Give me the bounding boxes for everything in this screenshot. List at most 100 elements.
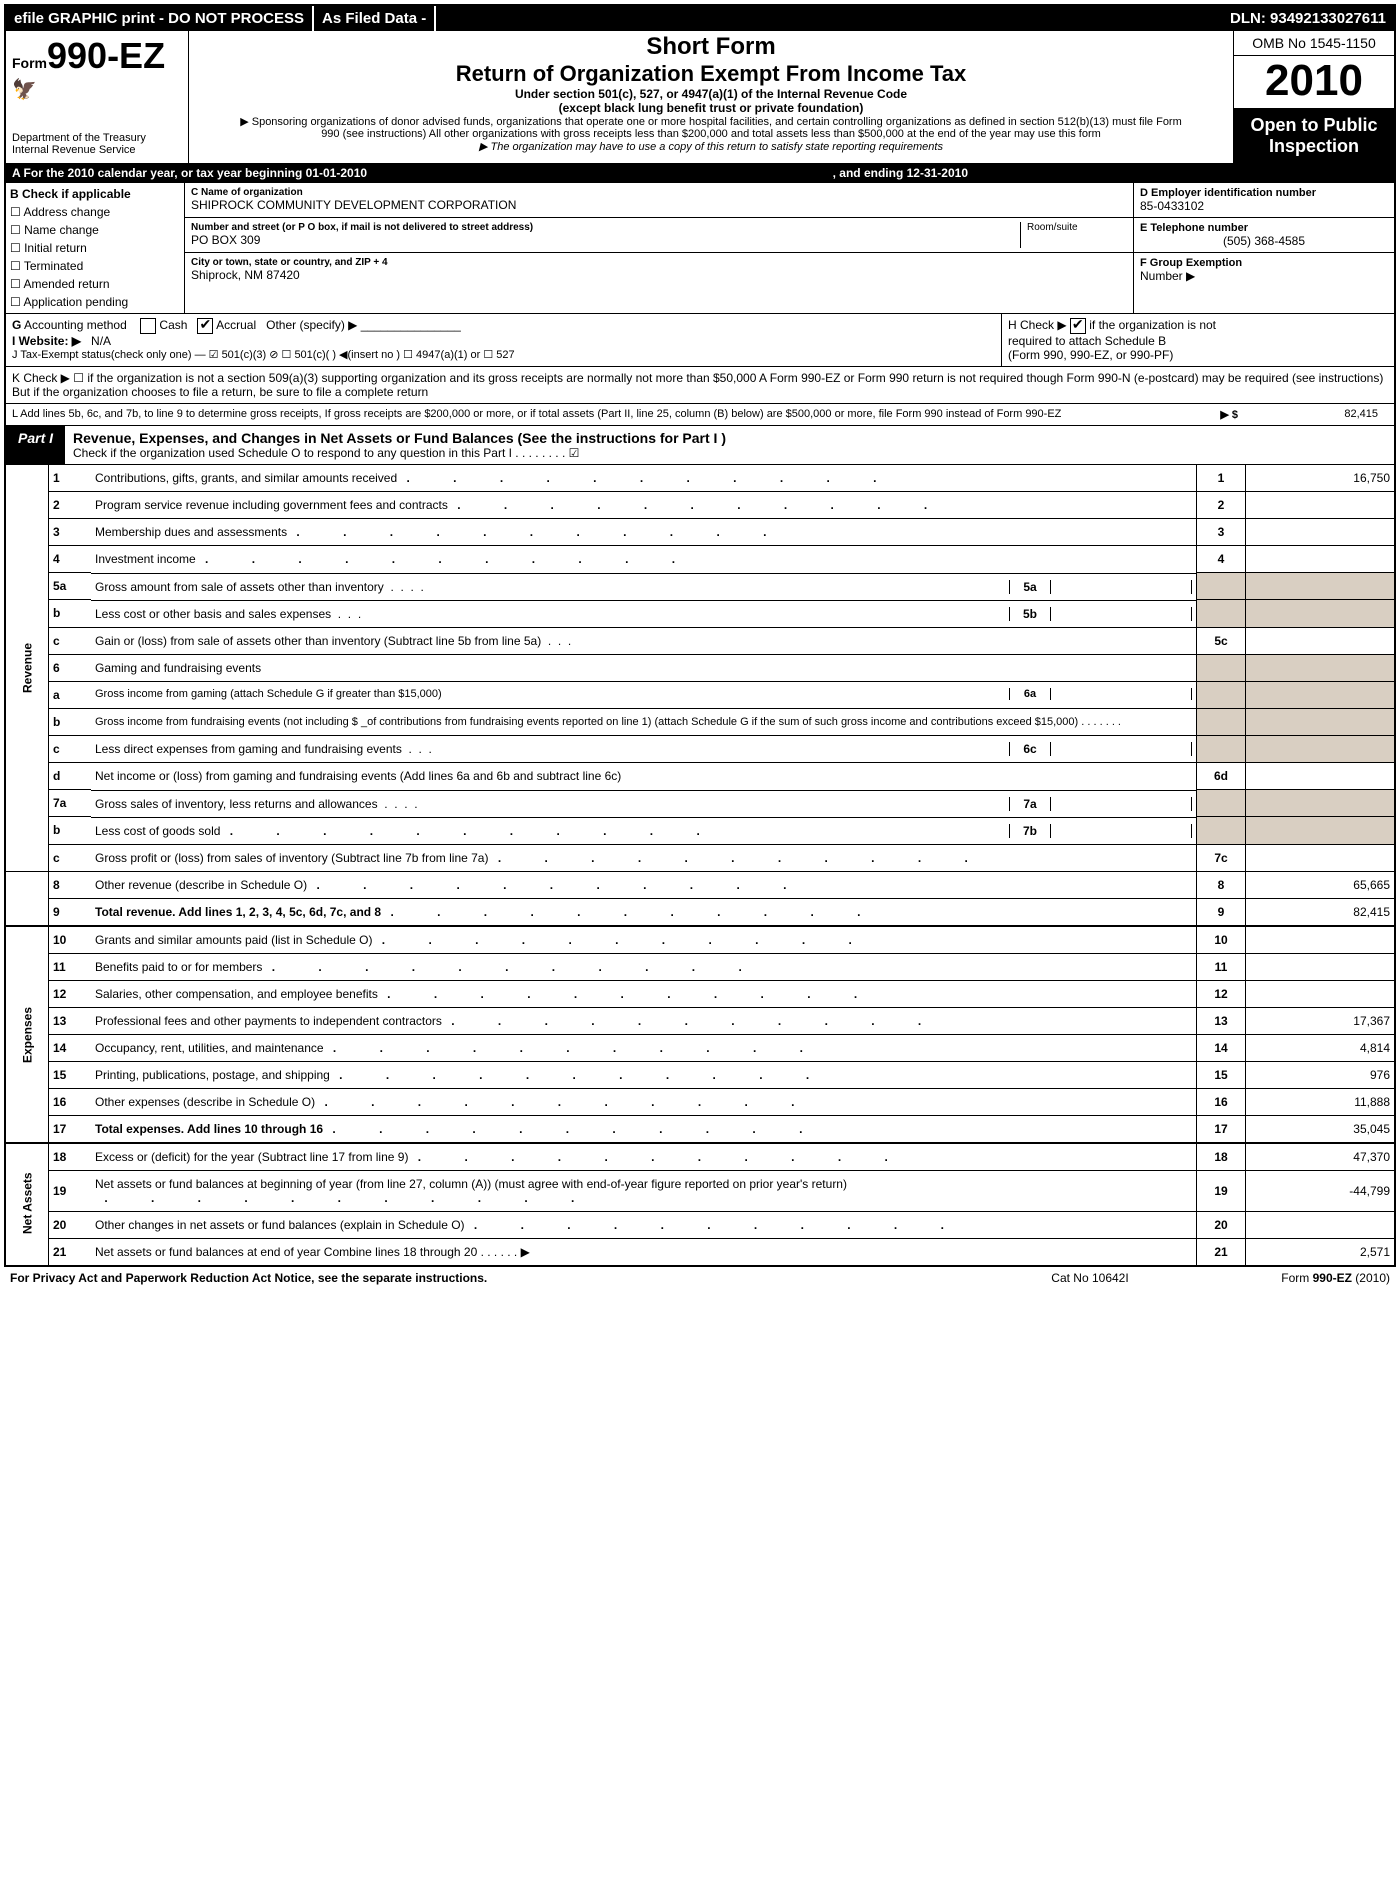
ck-accrual[interactable] — [197, 318, 213, 334]
l8-amt: 65,665 — [1246, 871, 1395, 898]
l6-shade2 — [1246, 654, 1395, 681]
l19-txt: Net assets or fund balances at beginning… — [91, 1170, 1197, 1211]
l4-txt: Investment income — [91, 546, 1197, 573]
l12-txt: Salaries, other compensation, and employ… — [91, 980, 1197, 1007]
l3-num: 3 — [1197, 519, 1246, 546]
row-l-text: L Add lines 5b, 6c, and 7b, to line 9 to… — [12, 408, 1178, 421]
l7a-no: 7a — [49, 790, 92, 817]
ck-terminated[interactable]: ☐ Terminated — [10, 257, 180, 275]
header: Form990-EZ 🦅 Department of the Treasury … — [6, 31, 1394, 164]
header-note-1: ▶ Sponsoring organizations of donor advi… — [197, 115, 1225, 140]
l9-no: 9 — [49, 898, 92, 926]
l15-no: 15 — [49, 1061, 92, 1088]
l10-no: 10 — [49, 926, 92, 954]
l1-txt: Contributions, gifts, grants, and simila… — [91, 465, 1197, 492]
addr-block: Number and street (or P O box, if mail i… — [185, 218, 1133, 253]
f-block: F Group Exemption Number ▶ — [1134, 253, 1394, 287]
part1-header: Part I Revenue, Expenses, and Changes in… — [6, 426, 1394, 465]
sched-o-line: Check if the organization used Schedule … — [73, 446, 1386, 460]
l6a-shade — [1197, 681, 1246, 708]
l14-num: 14 — [1197, 1034, 1246, 1061]
l6c-mamt — [1051, 742, 1192, 756]
l14-no: 14 — [49, 1034, 92, 1061]
tax-year: 2010 — [1234, 56, 1394, 109]
b-checkboxes: B Check if applicable ☐ Address change ☐… — [6, 183, 185, 313]
l6a-shade2 — [1246, 681, 1395, 708]
l3-amt — [1246, 519, 1395, 546]
title-short-form: Short Form — [197, 33, 1225, 61]
l6d-txt: Net income or (loss) from gaming and fun… — [91, 763, 1197, 790]
b-right: D Employer identification number 85-0433… — [1133, 183, 1394, 313]
l18-no: 18 — [49, 1143, 92, 1171]
side-revenue: Revenue — [6, 465, 49, 871]
h-text: if the organization is not — [1089, 318, 1216, 332]
l21-amt: 2,571 — [1246, 1238, 1395, 1265]
ck-app-pending[interactable]: ☐ Application pending — [10, 293, 180, 311]
c-name: SHIPROCK COMMUNITY DEVELOPMENT CORPORATI… — [191, 198, 1127, 212]
d-label: D Employer identification number — [1140, 187, 1388, 199]
h-label: H Check ▶ — [1008, 318, 1067, 332]
row-i: I Website: ▶ N/A — [12, 334, 995, 348]
topbar-left: efile GRAPHIC print - DO NOT PROCESS — [6, 6, 312, 31]
l7c-no: c — [49, 844, 92, 871]
l3-no: 3 — [49, 519, 92, 546]
revenue-table: Revenue 1 Contributions, gifts, grants, … — [6, 465, 1394, 1265]
city-label: City or town, state or country, and ZIP … — [191, 257, 1127, 268]
l14-txt: Occupancy, rent, utilities, and maintena… — [91, 1034, 1197, 1061]
f-label: F Group Exemption — [1140, 257, 1388, 269]
l18-num: 18 — [1197, 1143, 1246, 1171]
row-g-h: G Accounting method Cash Accrual Other (… — [6, 314, 1394, 367]
ck-address-change[interactable]: ☐ Address change — [10, 203, 180, 221]
l13-txt: Professional fees and other payments to … — [91, 1007, 1197, 1034]
l7a-mamt — [1051, 797, 1192, 811]
l8-no: 8 — [49, 871, 92, 898]
l2-no: 2 — [49, 492, 92, 519]
l7b-no: b — [49, 817, 92, 845]
open-line2: Inspection — [1238, 136, 1390, 157]
l10-amt — [1246, 926, 1395, 954]
header-right: OMB No 1545-1150 2010 Open to Public Ins… — [1233, 31, 1394, 163]
row-a-left: A For the 2010 calendar year, or tax yea… — [12, 166, 367, 180]
form-990ez: 990-EZ — [47, 35, 165, 76]
l5c-num: 5c — [1197, 627, 1246, 654]
l10-txt: Grants and similar amounts paid (list in… — [91, 926, 1197, 954]
l9-num: 9 — [1197, 898, 1246, 926]
l6a-txt: Gross income from gaming (attach Schedul… — [91, 681, 1196, 706]
l7b-txt: Less cost of goods sold 7b — [91, 817, 1196, 844]
topbar-mid: As Filed Data - — [312, 6, 436, 31]
l12-no: 12 — [49, 980, 92, 1007]
ck-amended[interactable]: ☐ Amended return — [10, 275, 180, 293]
d-val: 85-0433102 — [1140, 199, 1388, 213]
ck-name-change[interactable]: ☐ Name change — [10, 221, 180, 239]
l15-amt: 976 — [1246, 1061, 1395, 1088]
l20-txt: Other changes in net assets or fund bala… — [91, 1211, 1197, 1238]
l6b-shade2 — [1246, 708, 1395, 735]
omb-number: OMB No 1545-1150 — [1234, 31, 1394, 56]
l7c-amt — [1246, 844, 1395, 871]
h-block: H Check ▶ if the organization is not req… — [1002, 314, 1394, 366]
l7a-shade2 — [1246, 790, 1395, 817]
l16-num: 16 — [1197, 1088, 1246, 1115]
l19-amt: -44,799 — [1246, 1170, 1395, 1211]
l4-amt — [1246, 546, 1395, 573]
l7b-shade2 — [1246, 817, 1395, 845]
d-block: D Employer identification number 85-0433… — [1134, 183, 1394, 218]
l7b-shade — [1197, 817, 1246, 845]
ck-initial-return[interactable]: ☐ Initial return — [10, 239, 180, 257]
c-label: C Name of organization — [191, 187, 1127, 198]
b-mid: C Name of organization SHIPROCK COMMUNIT… — [185, 183, 1133, 313]
top-bar: efile GRAPHIC print - DO NOT PROCESS As … — [6, 6, 1394, 31]
l2-txt: Program service revenue including govern… — [91, 492, 1197, 519]
l6b-no: b — [49, 708, 92, 735]
l5c-amt — [1246, 627, 1395, 654]
l7b-mamt — [1051, 824, 1192, 838]
l6a-mn: 6a — [1009, 688, 1051, 700]
l12-num: 12 — [1197, 980, 1246, 1007]
title-return: Return of Organization Exempt From Incom… — [197, 61, 1225, 87]
l7b-mn: 7b — [1009, 824, 1051, 838]
ck-h[interactable] — [1070, 318, 1086, 334]
l1-num: 1 — [1197, 465, 1246, 492]
ck-cash[interactable] — [140, 318, 156, 334]
topbar-dln: DLN: 93492133027611 — [1222, 6, 1394, 31]
gi-block: G Accounting method Cash Accrual Other (… — [6, 314, 1002, 366]
